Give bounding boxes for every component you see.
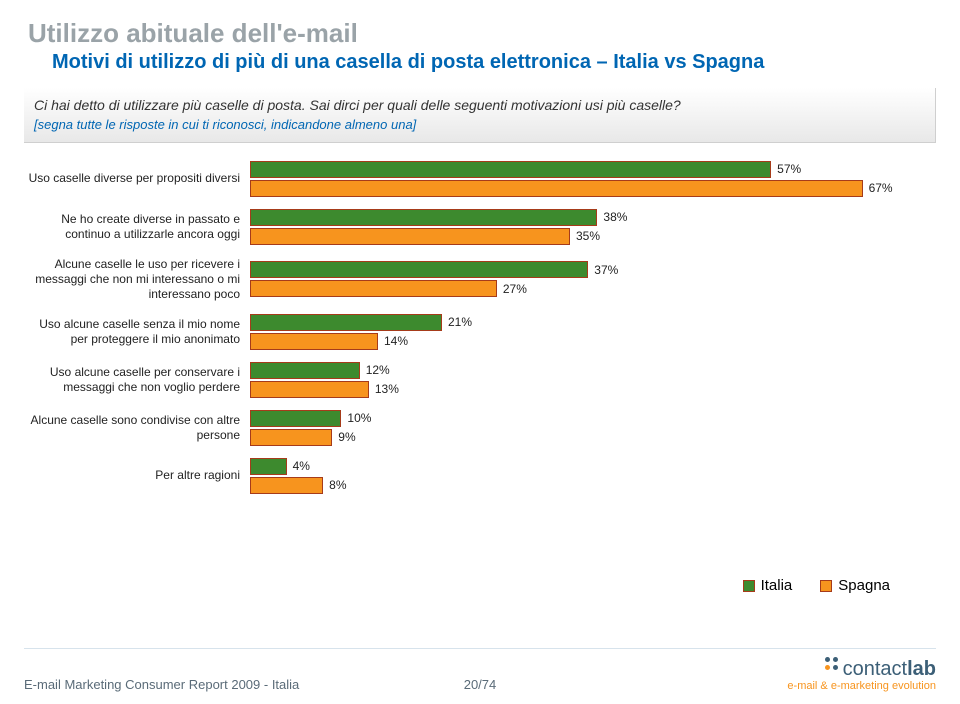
bar-value-label: 67% [869, 181, 893, 195]
bar-value-label: 13% [375, 382, 399, 396]
bar-value-label: 10% [347, 411, 371, 425]
category-label: Per altre ragioni [24, 468, 250, 483]
bar-wrap: 35% [250, 228, 936, 245]
chart-row: Ne ho create diverse in passato e contin… [24, 209, 936, 245]
bar-wrap: 67% [250, 180, 936, 197]
bar-group: 10%9% [250, 410, 936, 446]
bar-group: 38%35% [250, 209, 936, 245]
bar [250, 381, 369, 398]
bar-value-label: 4% [293, 459, 310, 473]
logo-text-light: contact [843, 658, 907, 680]
page-title: Utilizzo abituale dell'e-mail [28, 18, 936, 49]
bar-value-label: 38% [603, 210, 627, 224]
logo-text-bold: lab [907, 658, 936, 680]
footer-report-title: E-mail Marketing Consumer Report 2009 - … [24, 677, 299, 692]
bar-wrap: 8% [250, 477, 936, 494]
category-label: Uso caselle diverse per propositi divers… [24, 171, 250, 186]
bar [250, 209, 597, 226]
bar [250, 477, 323, 494]
bar-group: 37% 27% [250, 261, 936, 297]
logo-tagline: e-mail & e-marketing evolution [787, 680, 936, 692]
legend-item: Italia [743, 577, 793, 594]
bar [250, 228, 570, 245]
legend-item: Spagna [820, 577, 890, 594]
chart-row: Uso alcune caselle senza il mio nome per… [24, 314, 936, 350]
chart-row: Uso caselle diverse per propositi divers… [24, 161, 936, 197]
chart-row: Alcune caselle sono condivise con altre … [24, 410, 936, 446]
bar-value-label: 35% [576, 229, 600, 243]
bar [250, 314, 442, 331]
bar-wrap: 10% [250, 410, 936, 427]
bar-wrap: 57% [250, 161, 936, 178]
bar [250, 429, 332, 446]
bar-wrap: 13% [250, 381, 936, 398]
bar [250, 180, 863, 197]
legend-swatch [743, 580, 755, 592]
bar-value-label: 27% [503, 282, 527, 296]
bar-wrap: 4% [250, 458, 936, 475]
legend-label: Spagna [838, 577, 890, 594]
logo-dots-icon [823, 655, 841, 673]
bar-value-label: 14% [384, 334, 408, 348]
page-subtitle: Motivi di utilizzo di più di una casella… [52, 51, 936, 74]
bar-group: 4% 8% [250, 458, 936, 494]
bar-value-label: 9% [338, 430, 355, 444]
bar-value-label: 57% [777, 162, 801, 176]
category-label: Uso alcune caselle per conservare i mess… [24, 365, 250, 395]
bar [250, 333, 378, 350]
bar-wrap: 12% [250, 362, 936, 379]
question-text: Ci hai detto di utilizzare più caselle d… [34, 96, 925, 116]
bar-value-label: 21% [448, 315, 472, 329]
bar-wrap: 27% [250, 280, 936, 297]
category-label: Ne ho create diverse in passato e contin… [24, 212, 250, 242]
bar-wrap: 21% [250, 314, 936, 331]
bar [250, 362, 360, 379]
bar-group: 57% 67% [250, 161, 936, 197]
bar [250, 280, 497, 297]
legend-swatch [820, 580, 832, 592]
bar-value-label: 8% [329, 478, 346, 492]
category-label: Alcune caselle le uso per ricevere i mes… [24, 257, 250, 302]
bar [250, 458, 287, 475]
bar-value-label: 37% [594, 263, 618, 277]
footer-logo: contactlab e-mail & e-marketing evolutio… [787, 655, 936, 692]
bar [250, 261, 588, 278]
bar-wrap: 37% [250, 261, 936, 278]
bar-group: 21% 14% [250, 314, 936, 350]
legend-label: Italia [761, 577, 793, 594]
bar [250, 161, 771, 178]
chart-row: Uso alcune caselle per conservare i mess… [24, 362, 936, 398]
category-label: Uso alcune caselle senza il mio nome per… [24, 317, 250, 347]
bar-wrap: 38% [250, 209, 936, 226]
page-number: 20/74 [464, 677, 497, 692]
bar-chart: Uso caselle diverse per propositi divers… [24, 161, 936, 494]
chart-legend: Italia Spagna [743, 577, 890, 594]
bar-value-label: 12% [366, 363, 390, 377]
bar [250, 410, 341, 427]
chart-row: Alcune caselle le uso per ricevere i mes… [24, 257, 936, 302]
bar-wrap: 14% [250, 333, 936, 350]
question-box: Ci hai detto di utilizzare più caselle d… [24, 88, 936, 143]
bar-group: 12%13% [250, 362, 936, 398]
category-label: Alcune caselle sono condivise con altre … [24, 413, 250, 443]
question-instruction: [segna tutte le risposte in cui ti ricon… [34, 116, 925, 134]
bar-wrap: 9% [250, 429, 936, 446]
chart-row: Per altre ragioni 4% 8% [24, 458, 936, 494]
